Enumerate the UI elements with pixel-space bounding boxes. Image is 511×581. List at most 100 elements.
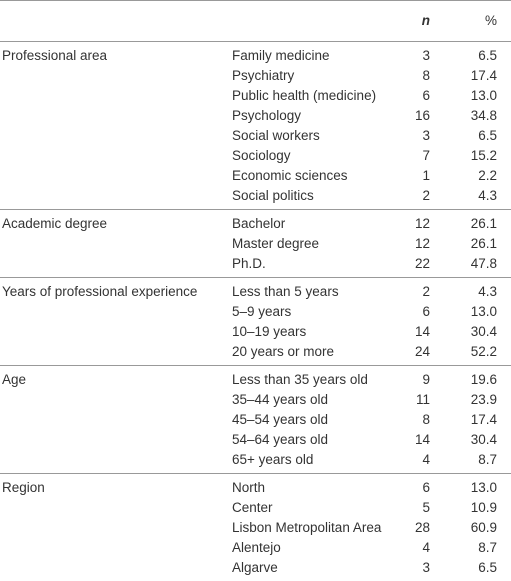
percent-cell: 8.7 <box>478 452 497 467</box>
category-cell: Algarve <box>232 560 278 575</box>
category-cell: Sociology <box>232 148 291 163</box>
count-cell: 1 <box>422 168 430 183</box>
percent-cell: 2.2 <box>478 168 497 183</box>
category-cell: Economic sciences <box>232 168 348 183</box>
percent-cell: 8.7 <box>478 540 497 555</box>
table-row: Alentejo 4 8.7 <box>0 538 511 558</box>
group-label: Academic degree <box>2 216 108 231</box>
count-cell: 14 <box>414 324 430 339</box>
header-cell: % <box>484 13 497 28</box>
category-cell: Lisbon Metropolitan Area <box>232 520 382 535</box>
count-cell: 12 <box>414 216 430 231</box>
percent-cell: 26.1 <box>470 216 497 231</box>
row-group: Region North 6 13.0 Center 5 10.9 Lisbon Metrop… <box>0 474 511 581</box>
row-group: Age Less than 35 years old 9 19.6 35–44 year… <box>0 366 511 474</box>
table-row: Ph.D. 22 47.8 <box>0 254 511 274</box>
category-cell: Ph.D. <box>232 256 266 271</box>
category-cell: North <box>232 480 266 495</box>
table-row: Sociology 7 15.2 <box>0 146 511 166</box>
percent-cell: 17.4 <box>470 68 497 83</box>
row-group: Years of professional experience Less tha… <box>0 278 511 366</box>
percent-cell: 19.6 <box>470 372 497 387</box>
table-row: Center 5 10.9 <box>0 498 511 518</box>
percent-cell: 4.3 <box>478 284 497 299</box>
group-label: Professional area <box>2 48 108 63</box>
table-row: Economic sciences 1 2.2 <box>0 166 511 186</box>
category-cell: 45–54 years old <box>232 412 329 427</box>
table-row: 65+ years old 4 8.7 <box>0 450 511 470</box>
count-cell: 14 <box>414 432 430 447</box>
table-row: North 6 13.0 <box>0 478 511 498</box>
category-cell: Master degree <box>232 236 320 251</box>
table-row: 5–9 years 6 13.0 <box>0 302 511 322</box>
percent-cell: 4.3 <box>478 188 497 203</box>
table-row: 20 years or more 24 52.2 <box>0 342 511 362</box>
group-label: Region <box>2 480 45 495</box>
count-cell: 6 <box>422 480 430 495</box>
row-group: Professional area Family medicine 3 6.5 Psyc… <box>0 42 511 210</box>
count-cell: 2 <box>422 284 430 299</box>
count-cell: 4 <box>422 540 430 555</box>
count-cell: 5 <box>422 500 430 515</box>
count-cell: 28 <box>414 520 430 535</box>
count-cell: 2 <box>422 188 430 203</box>
table-row: Bachelor 12 26.1 <box>0 214 511 234</box>
category-cell: Psychology <box>232 108 302 123</box>
category-cell: Social workers <box>232 128 320 143</box>
count-cell: 12 <box>414 236 430 251</box>
percent-cell: 30.4 <box>470 432 497 447</box>
header-cell: n <box>421 13 430 28</box>
percent-cell: 47.8 <box>470 256 497 271</box>
count-cell: 9 <box>422 372 430 387</box>
count-cell: 7 <box>422 148 430 163</box>
percent-cell: 15.2 <box>470 148 497 163</box>
percent-cell: 6.5 <box>478 48 497 63</box>
category-cell: 5–9 years <box>232 304 292 319</box>
category-cell: Less than 35 years old <box>232 372 368 387</box>
category-cell: Alentejo <box>232 540 281 555</box>
percent-cell: 13.0 <box>470 304 497 319</box>
table-row: Psychology 16 34.8 <box>0 106 511 126</box>
count-cell: 11 <box>415 392 430 407</box>
count-cell: 16 <box>414 108 430 123</box>
table-row: 54–64 years old 14 30.4 <box>0 430 511 450</box>
category-cell: 65+ years old <box>232 452 314 467</box>
category-cell: 10–19 years <box>232 324 307 339</box>
count-cell: 3 <box>422 560 430 575</box>
category-cell: Social politics <box>232 188 314 203</box>
table-row: Lisbon Metropolitan Area 28 60.9 <box>0 518 511 538</box>
table-row: Algarve 3 6.5 <box>0 558 511 578</box>
count-cell: 8 <box>422 68 430 83</box>
header-row: n % <box>0 0 511 42</box>
table-row: Less than 35 years old 9 19.6 <box>0 370 511 390</box>
count-cell: 6 <box>422 88 430 103</box>
table-row: Psychiatry 8 17.4 <box>0 66 511 86</box>
group-label: Years of professional experience <box>2 284 198 299</box>
category-cell: Center <box>232 500 273 515</box>
table-row: Social politics 2 4.3 <box>0 186 511 206</box>
percent-cell: 6.5 <box>478 560 497 575</box>
percent-cell: 13.0 <box>470 88 497 103</box>
category-cell: Public health (medicine) <box>232 88 377 103</box>
count-cell: 3 <box>422 48 430 63</box>
percent-cell: 30.4 <box>470 324 497 339</box>
percent-cell: 23.9 <box>470 392 497 407</box>
table-row: Less than 5 years 2 4.3 <box>0 282 511 302</box>
percent-cell: 60.9 <box>470 520 497 535</box>
category-cell: Psychiatry <box>232 68 295 83</box>
category-cell: Less than 5 years <box>232 284 339 299</box>
count-cell: 4 <box>422 452 430 467</box>
row-group: Academic degree Bachelor 12 26.1 Master degr… <box>0 210 511 278</box>
category-cell: 20 years or more <box>232 344 335 359</box>
percent-cell: 6.5 <box>478 128 497 143</box>
group-label: Age <box>2 372 27 387</box>
table-row: 45–54 years old 8 17.4 <box>0 410 511 430</box>
percent-cell: 52.2 <box>470 344 497 359</box>
count-cell: 24 <box>414 344 430 359</box>
table-row: Family medicine 3 6.5 <box>0 46 511 66</box>
percent-cell: 13.0 <box>470 480 497 495</box>
category-cell: 35–44 years old <box>232 392 329 407</box>
category-cell: 54–64 years old <box>232 432 329 447</box>
percent-cell: 17.4 <box>470 412 497 427</box>
